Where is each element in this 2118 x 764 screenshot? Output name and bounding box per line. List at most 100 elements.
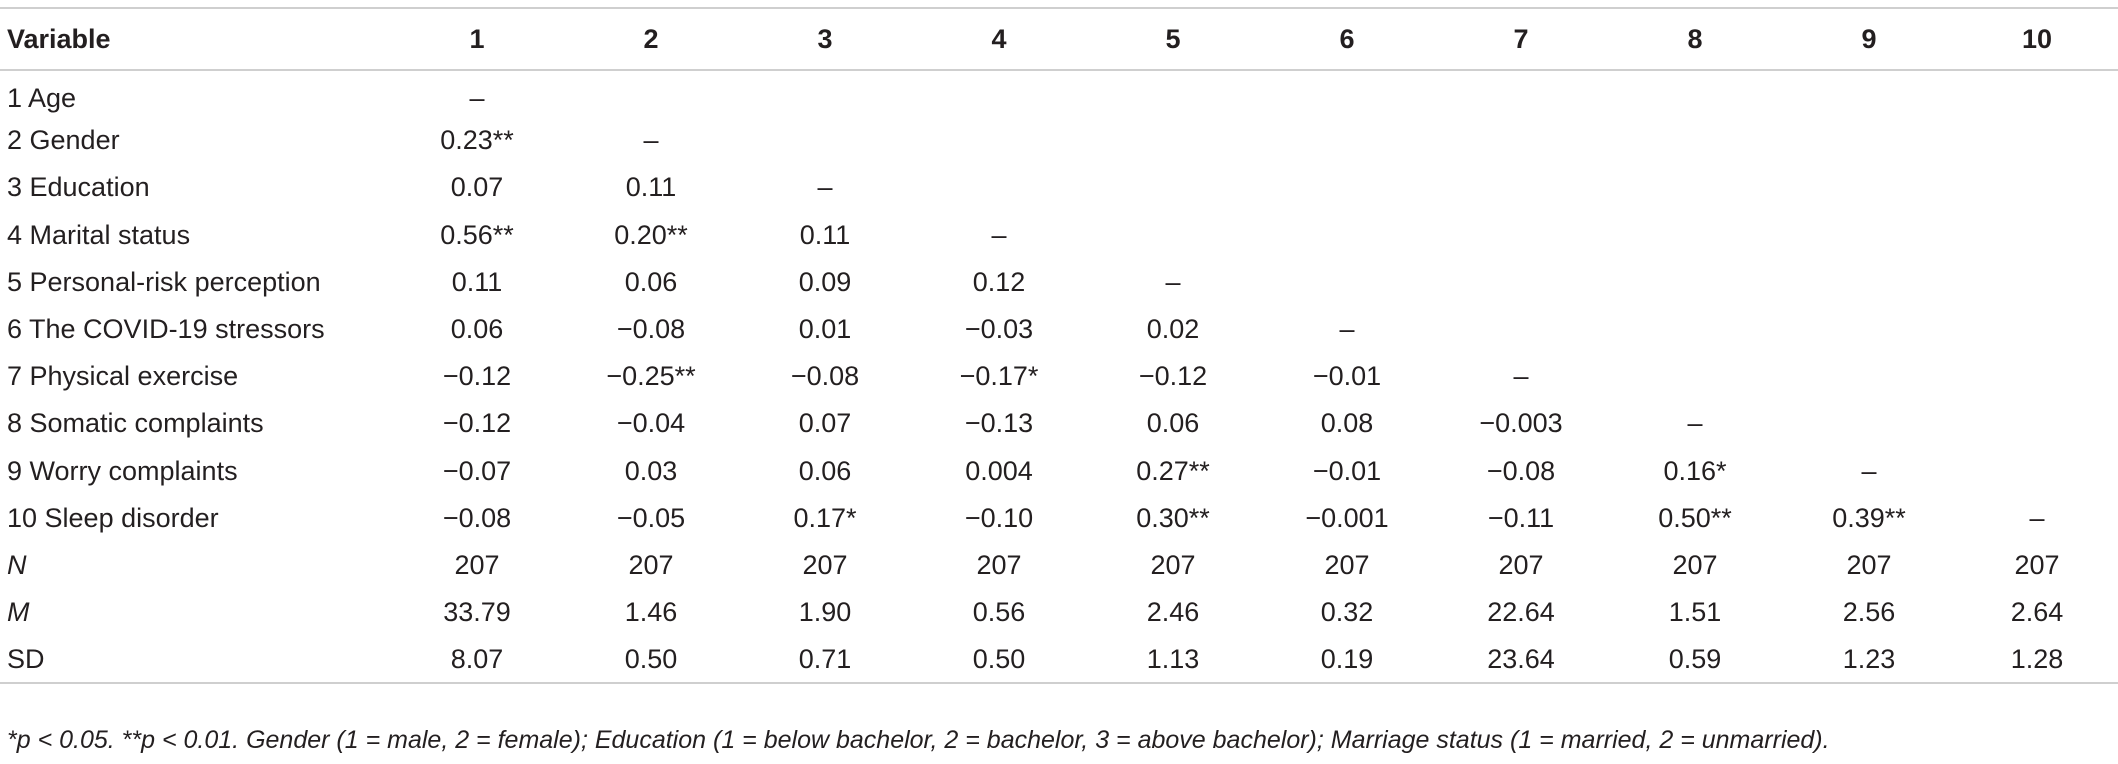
empty-cell <box>1608 70 1782 117</box>
row-label: M <box>7 597 30 628</box>
cell-value: −0.03 <box>964 314 1034 345</box>
cell-value: 207 <box>1150 549 1196 580</box>
table-row: 8 Somatic complaints −0.12 −0.04 0.07 −0.13 0… <box>0 400 2118 447</box>
empty-cell <box>1956 117 2118 164</box>
empty-cell <box>1956 400 2118 447</box>
column-header: 2 <box>643 23 659 54</box>
empty-cell <box>1086 212 1260 259</box>
cell-value: −0.08 <box>616 314 686 345</box>
table-row: 10 Sleep disorder −0.08 −0.05 0.17* −0.10 0.3… <box>0 495 2118 542</box>
cell-value: 0.23** <box>440 125 514 156</box>
cell-value: 207 <box>628 549 674 580</box>
cell-value: – <box>1861 455 1877 486</box>
empty-cell <box>1608 212 1782 259</box>
table-row: 9 Worry complaints −0.07 0.03 0.06 0.004 0.27… <box>0 448 2118 495</box>
cell-value: −0.12 <box>442 361 512 392</box>
row-label: 8 Somatic complaints <box>7 408 264 439</box>
cell-value: 0.71 <box>798 643 852 674</box>
cell-value: 23.64 <box>1487 643 1555 674</box>
empty-cell <box>1434 70 1608 117</box>
cell-value: 0.06 <box>798 455 852 486</box>
empty-cell <box>1434 212 1608 259</box>
cell-value: −0.25** <box>606 361 696 392</box>
empty-cell <box>1086 164 1260 211</box>
empty-cell <box>1608 353 1782 400</box>
cell-value: 2.64 <box>2010 597 2064 628</box>
cell-value: −0.08 <box>442 502 512 533</box>
cell-value: – <box>643 125 659 156</box>
table-row: 6 The COVID-19 stressors 0.06 −0.08 0.01 −0.… <box>0 306 2118 353</box>
empty-cell <box>1608 306 1782 353</box>
empty-cell <box>1782 164 1956 211</box>
cell-value: 0.19 <box>1320 643 1374 674</box>
row-label: 1 Age <box>7 82 77 113</box>
cell-value: – <box>1165 266 1181 297</box>
cell-value: – <box>991 219 1007 250</box>
cell-value: 0.32 <box>1320 597 1374 628</box>
cell-value: 0.50** <box>1658 502 1732 533</box>
correlation-table: Variable 1 2 3 4 5 6 7 8 9 10 1 Age – 2 Gender 0.23**… <box>0 7 2118 684</box>
cell-value: −0.12 <box>1138 361 1208 392</box>
cell-value: 0.03 <box>624 455 678 486</box>
variable-header: Variable <box>7 23 111 54</box>
empty-cell <box>1956 164 2118 211</box>
empty-cell <box>1782 70 1956 117</box>
cell-value: 0.06 <box>450 314 504 345</box>
cell-value: 0.11 <box>625 172 677 203</box>
cell-value: 1.28 <box>2010 643 2064 674</box>
empty-cell <box>1782 400 1956 447</box>
cell-value: 207 <box>1324 549 1370 580</box>
cell-value: 22.64 <box>1487 597 1555 628</box>
empty-cell <box>1434 259 1608 306</box>
cell-value: 0.16* <box>1663 455 1727 486</box>
cell-value: 207 <box>1498 549 1544 580</box>
column-header: 4 <box>991 23 1007 54</box>
table-row: 7 Physical exercise −0.12 −0.25** −0.08 −0.1… <box>0 353 2118 400</box>
cell-value: 0.50 <box>972 643 1026 674</box>
table-body: 1 Age – 2 Gender 0.23** – 3 Education 0.07 0.11… <box>0 70 2118 684</box>
cell-value: −0.003 <box>1479 408 1563 439</box>
empty-cell <box>738 70 912 117</box>
empty-cell <box>1260 70 1434 117</box>
empty-cell <box>1956 448 2118 495</box>
empty-cell <box>1608 259 1782 306</box>
empty-cell <box>1782 306 1956 353</box>
column-header: 9 <box>1861 23 1877 54</box>
empty-cell <box>1956 306 2118 353</box>
empty-cell <box>912 117 1086 164</box>
column-header: 7 <box>1513 23 1529 54</box>
empty-cell <box>912 70 1086 117</box>
cell-value: 0.56 <box>972 597 1026 628</box>
row-label: 5 Personal-risk perception <box>7 266 321 297</box>
cell-value: 0.09 <box>798 266 852 297</box>
empty-cell <box>1782 117 1956 164</box>
cell-value: −0.08 <box>790 361 860 392</box>
cell-value: −0.01 <box>1312 455 1382 486</box>
cell-value: 0.20** <box>614 219 688 250</box>
cell-value: – <box>817 172 833 203</box>
cell-value: 2.56 <box>1842 597 1896 628</box>
cell-value: −0.05 <box>616 502 686 533</box>
cell-value: −0.10 <box>964 502 1034 533</box>
empty-cell <box>1782 212 1956 259</box>
cell-value: 0.01 <box>798 314 852 345</box>
cell-value: 1.46 <box>624 597 678 628</box>
row-label: 3 Education <box>7 172 150 203</box>
cell-value: 207 <box>1672 549 1718 580</box>
column-header: 8 <box>1687 23 1703 54</box>
cell-value: 0.06 <box>1146 408 1200 439</box>
empty-cell <box>564 70 738 117</box>
column-header: 1 <box>469 23 485 54</box>
column-header: 10 <box>2021 23 2053 54</box>
table-row: N 207 207 207 207 207 207 207 207 207 207 <box>0 542 2118 589</box>
table-header: Variable 1 2 3 4 5 6 7 8 9 10 <box>0 8 2118 70</box>
cell-value: 0.39** <box>1832 502 1906 533</box>
row-label: 2 Gender <box>7 125 120 156</box>
row-label: 4 Marital status <box>7 219 191 250</box>
cell-value: 207 <box>454 549 500 580</box>
cell-value: – <box>2029 502 2045 533</box>
cell-value: – <box>1513 361 1529 392</box>
cell-value: 0.59 <box>1668 643 1722 674</box>
empty-cell <box>1608 164 1782 211</box>
